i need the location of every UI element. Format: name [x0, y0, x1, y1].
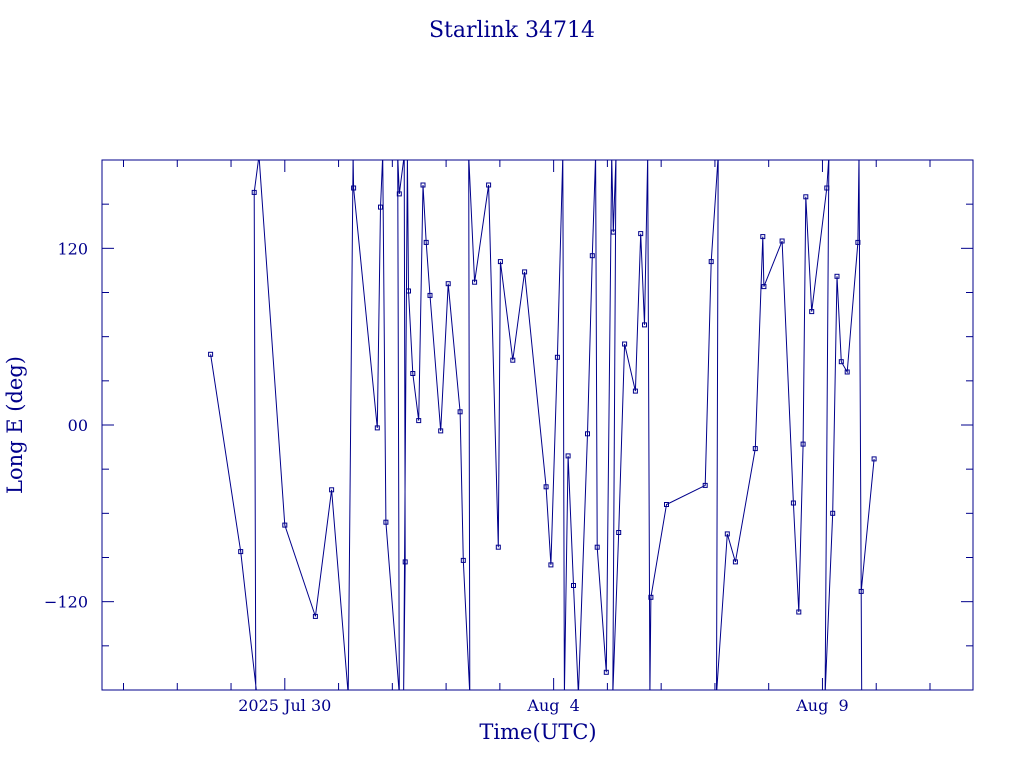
data-point	[830, 510, 836, 516]
data-point	[779, 238, 785, 244]
data-point	[495, 544, 501, 550]
data-point	[351, 185, 357, 191]
data-point	[251, 189, 257, 195]
data-point	[824, 185, 830, 191]
data-point	[834, 273, 840, 279]
data-point	[610, 229, 616, 235]
x-tick-label: 2025 Jul 30	[238, 696, 331, 715]
data-point	[423, 239, 429, 245]
data-point	[702, 482, 708, 488]
axis-ticks: 2025 Jul 30 Aug 4 Aug 9 120 00 −120	[44, 160, 973, 715]
data-point	[844, 369, 850, 375]
data-point	[603, 669, 609, 675]
data-point	[378, 204, 383, 210]
data-point	[585, 431, 590, 437]
data-point	[594, 544, 600, 550]
data-point	[855, 239, 861, 245]
data-point	[809, 309, 815, 315]
x-axis-label: Time(UTC)	[479, 720, 596, 744]
data-point	[565, 453, 571, 459]
series-line	[210, 160, 875, 690]
data-point	[406, 288, 411, 294]
data-point	[402, 559, 408, 565]
y-tick-label: 120	[57, 239, 88, 258]
data-point	[838, 359, 844, 365]
series-group	[208, 160, 877, 690]
data-point	[571, 583, 576, 588]
data-point	[329, 487, 335, 493]
y-axis-label: Long E (deg)	[3, 356, 27, 494]
data-point	[383, 519, 389, 525]
data-point	[208, 351, 214, 357]
data-point	[858, 588, 864, 594]
data-point	[420, 182, 426, 188]
data-point	[708, 259, 714, 265]
data-point	[238, 549, 244, 555]
data-point	[427, 292, 433, 298]
data-point	[548, 562, 554, 568]
data-point	[460, 557, 466, 563]
data-point	[800, 441, 806, 447]
data-point	[522, 269, 528, 275]
data-point	[445, 281, 451, 287]
data-point	[486, 182, 492, 188]
data-point	[554, 354, 560, 360]
data-point	[497, 259, 503, 265]
data-point	[622, 341, 628, 347]
x-tick-label: Aug 4	[526, 696, 579, 715]
y-tick-label: −120	[44, 593, 88, 612]
plot-frame	[101, 159, 974, 691]
data-point	[752, 446, 758, 452]
data-point	[396, 191, 402, 197]
data-point	[543, 484, 549, 490]
data-point	[761, 284, 767, 290]
data-point	[374, 425, 380, 431]
data-point	[796, 609, 802, 615]
data-point	[803, 194, 809, 200]
data-point	[724, 531, 730, 537]
data-point	[416, 418, 422, 424]
y-tick-label: 00	[68, 416, 88, 435]
data-point	[871, 456, 877, 462]
data-point	[648, 594, 654, 600]
data-point	[732, 559, 738, 565]
chart-title: Starlink 34714	[429, 18, 595, 43]
data-point	[760, 234, 766, 240]
data-point	[642, 322, 647, 328]
data-point	[632, 388, 638, 394]
data-point	[638, 231, 644, 237]
data-point	[410, 371, 416, 376]
data-point	[312, 613, 318, 619]
data-point	[790, 500, 796, 506]
data-point	[282, 522, 288, 528]
data-point	[589, 253, 595, 259]
x-tick-label: Aug 9	[795, 696, 848, 715]
data-point	[510, 357, 516, 363]
data-point	[472, 279, 478, 285]
data-point	[457, 409, 463, 415]
data-point	[616, 530, 622, 535]
data-point	[438, 428, 444, 434]
data-point	[664, 502, 669, 507]
